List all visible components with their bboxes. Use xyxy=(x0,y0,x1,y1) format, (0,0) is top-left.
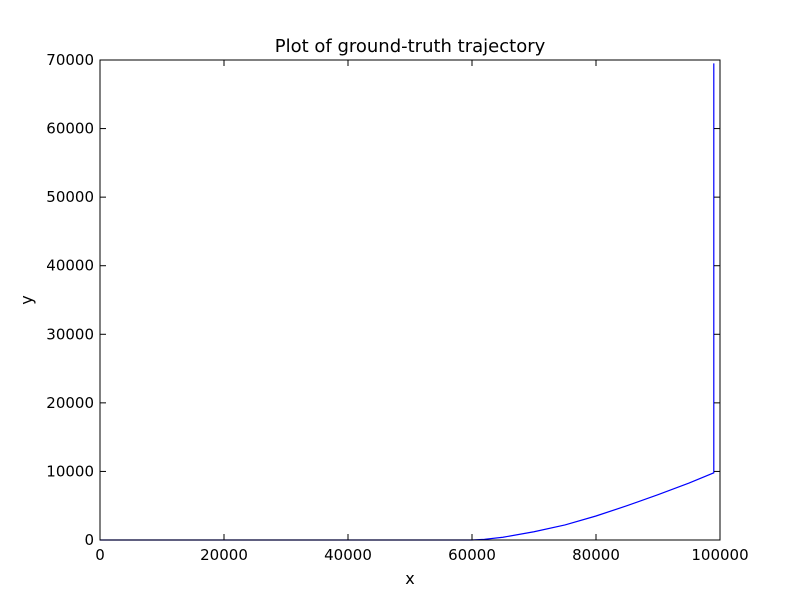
y-tick-label: 40000 xyxy=(46,257,94,275)
y-tick-label: 70000 xyxy=(46,51,94,69)
x-tick-label: 40000 xyxy=(324,546,372,564)
chart-title: Plot of ground-truth trajectory xyxy=(275,36,546,57)
y-tick-label: 10000 xyxy=(46,462,94,480)
x-tick-label: 20000 xyxy=(200,546,248,564)
y-tick-label: 0 xyxy=(84,531,94,549)
x-tick-label: 100000 xyxy=(691,546,748,564)
y-axis-label: y xyxy=(17,295,36,304)
y-tick-label: 50000 xyxy=(46,188,94,206)
x-tick-label: 60000 xyxy=(448,546,496,564)
y-tick-label: 20000 xyxy=(46,394,94,412)
y-tick-label: 30000 xyxy=(46,325,94,343)
series-line-0 xyxy=(100,63,715,541)
axes-frame xyxy=(99,59,721,541)
plot-area: 0 20000 40000 60000 80000 100000 0 10000 20000 30… xyxy=(46,51,748,564)
x-tick-label: 80000 xyxy=(572,546,620,564)
x-axis-label: x xyxy=(405,569,414,588)
x-tick-label: 0 xyxy=(95,546,105,564)
y-tick-label: 60000 xyxy=(46,120,94,138)
